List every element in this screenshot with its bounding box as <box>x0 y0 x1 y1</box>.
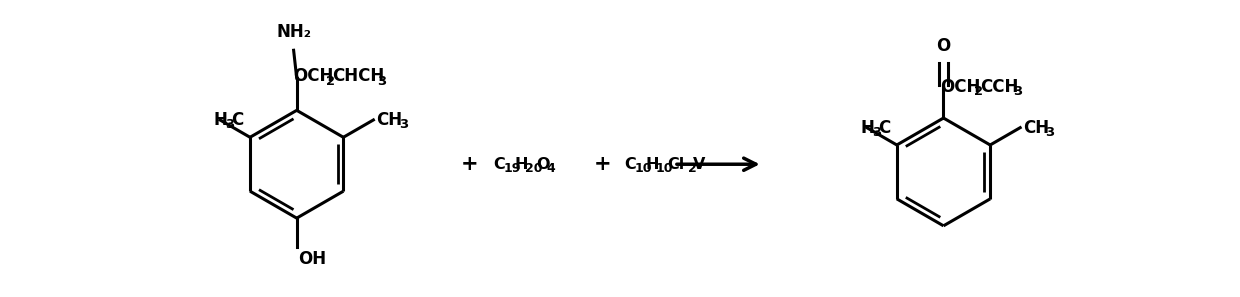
Text: H: H <box>861 119 874 137</box>
Text: 4: 4 <box>547 162 556 175</box>
Text: H: H <box>515 157 528 172</box>
Text: O: O <box>936 37 951 55</box>
Text: 3: 3 <box>224 118 234 131</box>
Text: O: O <box>537 157 549 172</box>
Text: H: H <box>213 111 228 129</box>
Text: 10: 10 <box>656 162 673 175</box>
Text: 2: 2 <box>326 75 335 88</box>
Text: OCH: OCH <box>940 78 981 96</box>
Text: 10: 10 <box>634 162 652 175</box>
Text: NH₂: NH₂ <box>277 23 311 41</box>
Text: +: + <box>594 154 611 174</box>
Text: CH: CH <box>377 111 403 129</box>
Text: CHCH: CHCH <box>332 67 384 86</box>
Text: 20: 20 <box>525 162 542 175</box>
Text: 2: 2 <box>973 85 982 98</box>
Text: V: V <box>693 157 706 172</box>
Text: 19: 19 <box>503 162 521 175</box>
Text: 3: 3 <box>1045 126 1054 139</box>
Text: Cl: Cl <box>667 157 684 172</box>
Text: C: C <box>878 119 890 137</box>
Text: +: + <box>461 154 479 174</box>
Text: 3: 3 <box>1013 85 1022 98</box>
Text: 3: 3 <box>872 126 880 139</box>
Text: CH: CH <box>1023 119 1049 137</box>
Text: 2: 2 <box>688 162 697 175</box>
Text: 3: 3 <box>398 118 408 131</box>
Text: C: C <box>494 157 505 172</box>
Text: C: C <box>624 157 636 172</box>
Text: OH: OH <box>299 250 326 268</box>
Text: CCH: CCH <box>980 78 1018 96</box>
Text: C: C <box>231 111 243 129</box>
Text: 3: 3 <box>377 75 386 88</box>
Text: H: H <box>646 157 660 172</box>
Text: OCH: OCH <box>293 67 334 86</box>
